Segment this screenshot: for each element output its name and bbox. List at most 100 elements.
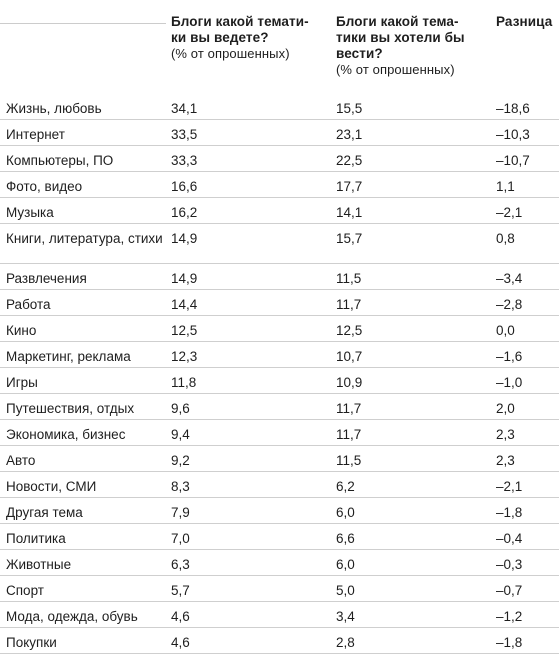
table-row: Покупки 4,6 2,8 –1,8 [0, 628, 559, 654]
maintain-percent-cell: 12,5 [171, 323, 198, 338]
want-percent-cell: 6,6 [336, 531, 355, 546]
column-header-difference: Разница [496, 14, 556, 30]
difference-cell: –2,8 [496, 297, 523, 312]
want-percent-cell: 12,5 [336, 323, 363, 338]
column-header-want-unit: (% от опрошенных) [336, 62, 455, 77]
difference-cell: 2,0 [496, 401, 515, 416]
table-row: Другая тема 7,9 6,0 –1,8 [0, 498, 559, 524]
table-row: Игры 11,8 10,9 –1,0 [0, 368, 559, 394]
maintain-percent-cell: 5,7 [171, 583, 190, 598]
column-header-maintain-title: Блоги какой темати-ки вы ведете? [171, 14, 309, 45]
table-row: Компьютеры, ПО 33,3 22,5 –10,7 [0, 146, 559, 172]
topic-cell: Маркетинг, реклама [6, 349, 131, 364]
topic-cell: Кино [6, 323, 37, 338]
table-row: Кино 12,5 12,5 0,0 [0, 316, 559, 342]
topic-cell: Политика [6, 531, 66, 546]
topic-cell: Интернет [6, 127, 65, 142]
want-percent-cell: 22,5 [336, 153, 363, 168]
maintain-percent-cell: 4,6 [171, 609, 190, 624]
column-header-want: Блоги какой тема-тики вы хотели бы вести… [336, 14, 481, 78]
want-percent-cell: 23,1 [336, 127, 363, 142]
want-percent-cell: 11,7 [336, 297, 362, 312]
maintain-percent-cell: 11,8 [171, 375, 197, 390]
maintain-percent-cell: 14,9 [171, 231, 198, 246]
topic-cell: Музыка [6, 205, 54, 220]
difference-cell: –1,2 [496, 609, 523, 624]
table-row: Маркетинг, реклама 12,3 10,7 –1,6 [0, 342, 559, 368]
column-header-difference-title: Разница [496, 14, 553, 29]
header-rule-left [0, 23, 166, 24]
maintain-percent-cell: 9,2 [171, 453, 190, 468]
table-row: Животные 6,3 6,0 –0,3 [0, 550, 559, 576]
maintain-percent-cell: 7,9 [171, 505, 190, 520]
maintain-percent-cell: 33,5 [171, 127, 198, 142]
topic-cell: Другая тема [6, 505, 83, 520]
table-row: Путешествия, отдых 9,6 11,7 2,0 [0, 394, 559, 420]
want-percent-cell: 5,0 [336, 583, 355, 598]
topic-cell: Развлечения [6, 271, 87, 286]
maintain-percent-cell: 9,6 [171, 401, 190, 416]
difference-cell: –1,0 [496, 375, 523, 390]
topic-cell: Жизнь, любовь [6, 101, 102, 116]
difference-cell: –18,6 [496, 101, 530, 116]
topic-cell: Игры [6, 375, 38, 390]
difference-cell: –3,4 [496, 271, 523, 286]
want-percent-cell: 6,0 [336, 505, 355, 520]
difference-cell: –10,7 [496, 153, 530, 168]
maintain-percent-cell: 33,3 [171, 153, 198, 168]
table-row: Музыка 16,2 14,1 –2,1 [0, 198, 559, 224]
want-percent-cell: 6,2 [336, 479, 355, 494]
table-row: Новости, СМИ 8,3 6,2 –2,1 [0, 472, 559, 498]
maintain-percent-cell: 8,3 [171, 479, 190, 494]
topic-cell: Компьютеры, ПО [6, 153, 114, 168]
table-row: Мода, одежда, обувь 4,6 3,4 –1,2 [0, 602, 559, 628]
table-row: Спорт 5,7 5,0 –0,7 [0, 576, 559, 602]
table-row: Экономика, бизнес 9,4 11,7 2,3 [0, 420, 559, 446]
maintain-percent-cell: 14,4 [171, 297, 198, 312]
difference-cell: 2,3 [496, 453, 515, 468]
want-percent-cell: 11,7 [336, 401, 362, 416]
want-percent-cell: 11,7 [336, 427, 362, 442]
want-percent-cell: 17,7 [336, 179, 363, 194]
want-percent-cell: 3,4 [336, 609, 355, 624]
topic-cell: Фото, видео [6, 179, 83, 194]
topic-cell: Работа [6, 297, 51, 312]
maintain-percent-cell: 16,2 [171, 205, 198, 220]
topic-cell: Экономика, бизнес [6, 427, 126, 442]
difference-cell: –1,8 [496, 505, 523, 520]
column-header-maintain: Блоги какой темати-ки вы ведете? (% от о… [171, 14, 321, 62]
difference-cell: 2,3 [496, 427, 515, 442]
want-percent-cell: 6,0 [336, 557, 355, 572]
topic-cell: Путешествия, отдых [6, 401, 135, 416]
table-row: Развлечения 14,9 11,5 –3,4 [0, 264, 559, 290]
column-header-want-title: Блоги какой тема-тики вы хотели бы вести… [336, 14, 465, 61]
maintain-percent-cell: 9,4 [171, 427, 190, 442]
topic-cell: Мода, одежда, обувь [6, 609, 138, 624]
want-percent-cell: 2,8 [336, 635, 355, 650]
table-row: Жизнь, любовь 34,1 15,5 –18,6 [0, 94, 559, 120]
column-header-maintain-unit: (% от опрошенных) [171, 46, 290, 61]
table-row: Интернет 33,5 23,1 –10,3 [0, 120, 559, 146]
want-percent-cell: 11,5 [336, 271, 362, 286]
want-percent-cell: 15,7 [336, 231, 363, 246]
difference-cell: –0,4 [496, 531, 523, 546]
maintain-percent-cell: 7,0 [171, 531, 190, 546]
difference-cell: 0,0 [496, 323, 515, 338]
difference-cell: –10,3 [496, 127, 530, 142]
difference-cell: –1,6 [496, 349, 523, 364]
table-row: Книги, литература, стихи 14,9 15,7 0,8 [0, 224, 559, 264]
topic-cell: Новости, СМИ [6, 479, 97, 494]
want-percent-cell: 15,5 [336, 101, 363, 116]
maintain-percent-cell: 34,1 [171, 101, 198, 116]
maintain-percent-cell: 4,6 [171, 635, 190, 650]
table-row: Политика 7,0 6,6 –0,4 [0, 524, 559, 550]
table-row: Работа 14,4 11,7 –2,8 [0, 290, 559, 316]
topic-cell: Животные [6, 557, 72, 572]
table-row: Фото, видео 16,6 17,7 1,1 [0, 172, 559, 198]
maintain-percent-cell: 14,9 [171, 271, 198, 286]
want-percent-cell: 10,9 [336, 375, 363, 390]
maintain-percent-cell: 12,3 [171, 349, 198, 364]
table-row: Авто 9,2 11,5 2,3 [0, 446, 559, 472]
difference-cell: –0,7 [496, 583, 523, 598]
